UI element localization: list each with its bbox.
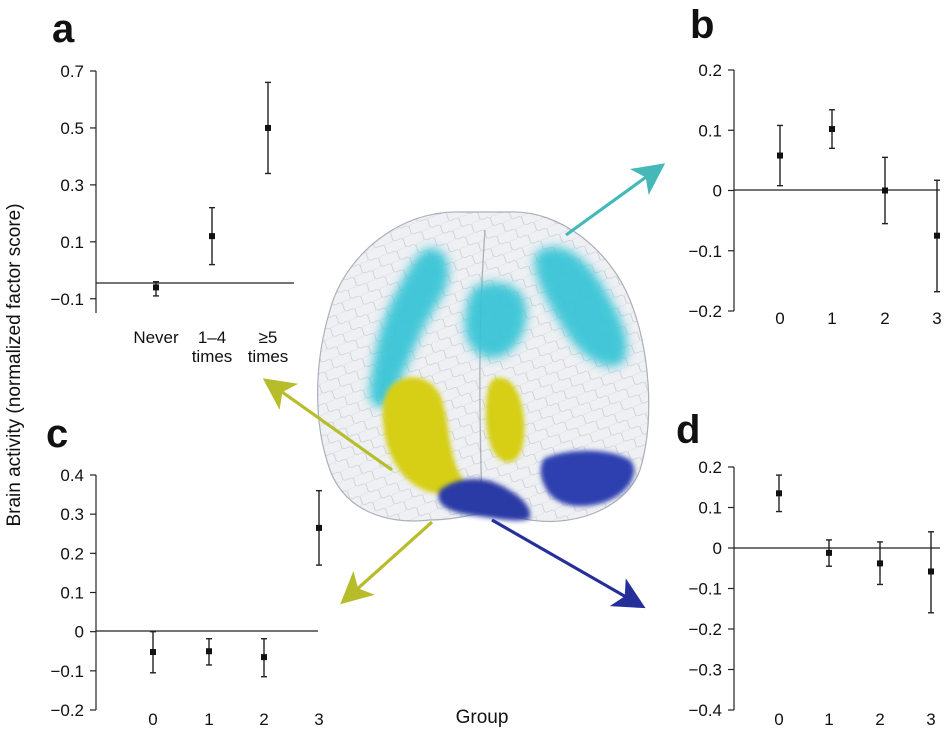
x-category-label: 1 (824, 710, 833, 729)
y-tick-label: 0 (75, 623, 84, 642)
data-point (928, 568, 934, 575)
y-tick-label: −0.4 (688, 701, 722, 720)
y-tick-label: −0.1 (688, 580, 722, 599)
x-category-label: 0 (148, 710, 157, 729)
data-point (150, 649, 156, 656)
y-tick-label: −0.1 (688, 242, 722, 261)
y-tick-label: −0.2 (688, 620, 722, 639)
data-point (206, 648, 212, 655)
y-tick-label: 0.1 (60, 584, 84, 603)
y-tick-label: 0 (713, 539, 722, 558)
cyan-region-left (369, 248, 449, 408)
x-category-label: 1 (827, 309, 836, 328)
panel-label-b: b (690, 3, 714, 47)
panel-d: d −0.4 −0.3 −0.2 −0.1 0 0.1 0.2 0 1 2 3 (676, 408, 940, 729)
cyan-region-middle (464, 282, 527, 359)
y-tick-label: −0.1 (50, 662, 84, 681)
y-tick-label: 0.3 (60, 176, 84, 195)
arrow-to-panel-c (340, 520, 434, 605)
data-point (826, 549, 832, 556)
blue-region-right (540, 450, 635, 507)
x-category-label: 2 (880, 309, 889, 328)
x-category-label: 1 (204, 710, 213, 729)
y-tick-label: −0.1 (50, 290, 84, 309)
y-tick-label: 0.4 (60, 466, 84, 485)
y-tick-label: 0.2 (60, 544, 84, 563)
panel-label-d: d (676, 408, 700, 452)
data-point (265, 124, 271, 131)
yellow-region-middle (486, 377, 525, 462)
x-category-label: times (192, 347, 233, 366)
brain-illustration (262, 163, 666, 609)
data-point (316, 524, 322, 531)
blue-region-left (438, 478, 531, 521)
arrow-to-panel-a (262, 378, 393, 472)
cyan-region-right (534, 246, 628, 367)
x-category-label: times (248, 347, 289, 366)
panel-label-a: a (52, 7, 75, 51)
panel-label-c: c (46, 412, 68, 456)
x-category-label: 0 (775, 309, 784, 328)
data-point (153, 284, 159, 291)
arrow-to-panel-d (491, 518, 646, 609)
x-category-label: 1–4 (198, 328, 226, 347)
x-category-label: 2 (259, 710, 268, 729)
panel-c: c −0.2 −0.1 0 0.1 0.2 0.3 0.4 0 1 2 3 (46, 412, 324, 729)
y-tick-label: −0.2 (50, 701, 84, 720)
y-tick-label: −0.2 (688, 302, 722, 321)
data-point (209, 233, 215, 240)
yellow-region-left (382, 377, 464, 495)
x-category-label: Never (133, 328, 179, 347)
data-point (776, 490, 782, 497)
data-point (934, 232, 940, 239)
x-category-label: 0 (774, 710, 783, 729)
x-category-label: 3 (926, 710, 935, 729)
data-point (777, 152, 783, 159)
y-tick-label: 0.1 (698, 499, 722, 518)
y-tick-label: 0.5 (60, 119, 84, 138)
x-category-label: 3 (314, 710, 323, 729)
y-tick-label: 0 (713, 182, 722, 201)
y-tick-label: 0.7 (60, 62, 84, 81)
data-point (261, 654, 267, 661)
arrow-to-panel-b (565, 163, 666, 237)
y-tick-label: 0.2 (698, 61, 722, 80)
x-axis-title: Group (456, 707, 509, 728)
y-tick-label: 0.2 (698, 458, 722, 477)
y-tick-label: 0.1 (60, 233, 84, 252)
y-tick-label: −0.3 (688, 661, 722, 680)
y-axis-title: Brain activity (normalized factor score) (4, 203, 25, 526)
y-tick-label: 0.1 (698, 121, 722, 140)
data-point (829, 126, 835, 133)
y-tick-label: 0.3 (60, 505, 84, 524)
x-category-label: 2 (875, 710, 884, 729)
x-category-label: 3 (932, 309, 941, 328)
x-category-label: ≥5 (259, 328, 278, 347)
panel-b: b −0.2 −0.1 0 0.1 0.2 0 1 2 3 (688, 3, 941, 328)
data-point (882, 187, 888, 194)
data-point (877, 560, 883, 567)
